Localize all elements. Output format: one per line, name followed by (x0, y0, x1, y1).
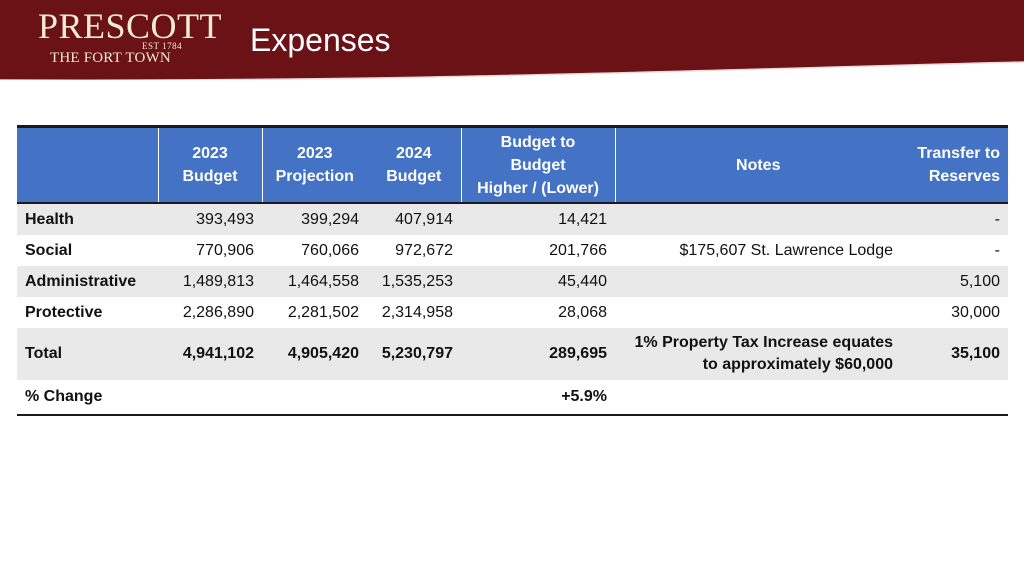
header-2023-budget-line2: Budget (182, 168, 238, 185)
empty-cell (615, 380, 901, 416)
empty-cell (901, 380, 1008, 416)
total-2024-budget: 5,230,797 (381, 345, 453, 362)
title-banner: PRESCOTT EST 1784 THE FORT TOWN Expenses (0, 0, 1024, 80)
row-label: Health (25, 210, 74, 228)
cell-2023-budget: 1,489,813 (182, 272, 254, 290)
empty-cell (367, 380, 461, 416)
cell-notes (615, 266, 901, 297)
percent-change-label: % Change (17, 380, 158, 416)
cell-2024-budget: 407,914 (395, 210, 453, 228)
total-notes: 1% Property Tax Increase equates to appr… (615, 328, 901, 380)
logo-tagline: THE FORT TOWN (50, 50, 171, 66)
header-difference-line3: Higher / (Lower) (477, 179, 599, 197)
table-row: Protective 2,286,890 2,281,502 2,314,958… (17, 297, 1008, 328)
header-2023-projection: 2023 Projection (261, 125, 367, 204)
banner-fill (0, 0, 1024, 80)
row-label: Administrative (25, 272, 137, 290)
cell-notes: $175,607 St. Lawrence Lodge (679, 241, 894, 259)
total-label: Total (25, 345, 63, 362)
table-row: Health 393,493 399,294 407,914 14,421 - (17, 203, 1008, 235)
cell-2024-budget: 2,314,958 (381, 303, 453, 321)
total-row: Total 4,941,102 4,905,420 5,230,797 289,… (17, 328, 1008, 380)
row-label: Protective (25, 303, 103, 321)
cell-notes (615, 203, 901, 235)
cell-difference: 45,440 (558, 272, 607, 290)
table-header-row: 2023 Budget 2023 Projection 2024 Budget … (17, 125, 1008, 204)
cell-2023-projection: 760,066 (301, 241, 359, 259)
cell-2023-projection: 2,281,502 (287, 303, 359, 321)
percent-change-row: % Change +5.9% (17, 380, 1008, 416)
prescott-logo: PRESCOTT EST 1784 THE FORT TOWN (38, 6, 223, 74)
cell-notes (615, 297, 901, 328)
header-transfer-reserves: Transfer to Reserves (901, 125, 1008, 204)
header-budget-difference: Budget to Budget Higher / (Lower) (460, 125, 615, 204)
expenses-table: 2023 Budget 2023 Projection 2024 Budget … (17, 125, 1008, 416)
header-difference-line1: Budget to (500, 133, 576, 151)
row-label: Social (25, 241, 73, 259)
empty-cell (262, 380, 367, 416)
cell-difference: 28,068 (558, 303, 607, 321)
cell-difference: 14,421 (558, 210, 607, 228)
header-2024-budget-line2: Budget (386, 168, 442, 185)
total-2023-budget: 4,941,102 (182, 345, 254, 362)
header-2023-budget: 2023 Budget (157, 125, 262, 204)
cell-2023-projection: 399,294 (301, 210, 359, 228)
cell-reserves: - (994, 210, 1000, 228)
header-reserves-line2: Reserves (928, 168, 1000, 185)
table-row: Administrative 1,489,813 1,464,558 1,535… (17, 266, 1008, 297)
total-notes-line1: 1% Property Tax Increase equates (634, 334, 894, 351)
cell-reserves: - (994, 241, 1000, 259)
header-2023-budget-line1: 2023 (192, 145, 228, 162)
cell-reserves: 30,000 (951, 303, 1000, 321)
cell-difference: 201,766 (549, 241, 607, 259)
header-2023-projection-line1: 2023 (296, 145, 333, 162)
header-notes: Notes (614, 125, 901, 204)
cell-2023-budget: 770,906 (196, 241, 254, 259)
cell-2023-budget: 2,286,890 (182, 303, 254, 321)
total-difference: 289,695 (549, 345, 607, 362)
total-2023-projection: 4,905,420 (287, 345, 359, 362)
cell-2023-budget: 393,493 (196, 210, 254, 228)
cell-2024-budget: 1,535,253 (381, 272, 453, 290)
logo-est: EST 1784 (142, 41, 183, 51)
banner-edge (0, 61, 1024, 80)
banner-shape (0, 0, 1024, 80)
logo-word: PRESCOTT (38, 6, 223, 46)
page-title: Expenses (250, 22, 391, 58)
total-reserves: 35,100 (951, 345, 1000, 362)
total-notes-line2: to approximately $60,000 (702, 356, 893, 373)
header-2024-budget: 2024 Budget (367, 125, 461, 204)
header-label-cell (17, 125, 158, 204)
cell-reserves: 5,100 (959, 272, 1000, 290)
header-reserves-line1: Transfer to (917, 145, 1000, 162)
cell-2023-projection: 1,464,558 (287, 272, 359, 290)
table-row: Social 770,906 760,066 972,672 201,766 $… (17, 235, 1008, 266)
header-difference-line2: Budget (510, 156, 566, 174)
percent-change-value: +5.9% (461, 380, 615, 416)
header-2023-projection-line2: Projection (275, 168, 354, 185)
header-2024-budget-line1: 2024 (395, 145, 432, 162)
cell-2024-budget: 972,672 (395, 241, 453, 259)
empty-cell (158, 380, 262, 416)
